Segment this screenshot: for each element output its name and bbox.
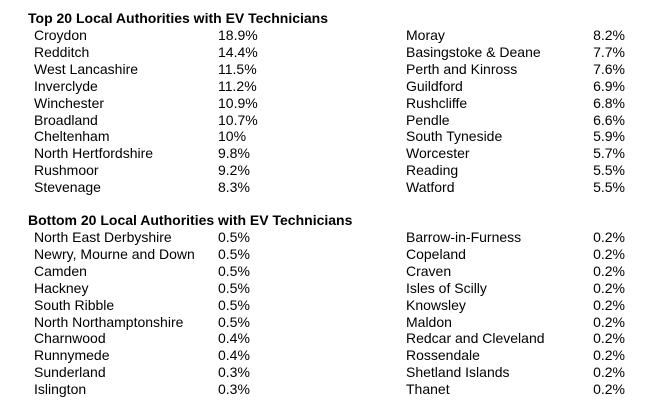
- authority-name: Redditch: [34, 43, 90, 60]
- authority-name: North East Derbyshire: [34, 229, 172, 245]
- authority-value: 11.2%: [218, 77, 257, 94]
- authority-name: Perth and Kinross: [406, 60, 518, 77]
- authority-name: Inverclyde: [34, 77, 98, 94]
- authority-value: 18.9%: [218, 27, 258, 43]
- authority-name: Craven: [406, 262, 452, 279]
- authority-value: 0.3%: [218, 364, 250, 381]
- authority-name: North Hertfordshire: [34, 145, 154, 162]
- authority-name: Basingstoke & Deane: [406, 43, 541, 60]
- authority-value: 11.5%: [218, 60, 257, 77]
- authority-value: 14.4%: [218, 43, 258, 60]
- authority-value: 0.2%: [593, 364, 625, 381]
- authority-value: 0.5%: [218, 279, 250, 296]
- authority-name: Guildford: [406, 77, 463, 94]
- authority-value: 5.7%: [593, 145, 625, 162]
- section-title: Bottom 20 Local Authorities with EV Tech…: [28, 212, 353, 228]
- section-title: Top 20 Local Authorities with EV Technic…: [28, 10, 329, 26]
- authority-name: Copeland: [406, 245, 466, 262]
- authority-name: Isles of Scilly: [406, 279, 487, 296]
- authority-value: 0.5%: [218, 262, 250, 279]
- authority-name: Reading: [406, 162, 459, 179]
- authority-name: Shetland Islands: [406, 364, 510, 381]
- authority-name: Rushcliffe: [406, 94, 468, 111]
- authority-value: 9.8%: [218, 145, 250, 162]
- authority-name: Camden: [34, 262, 87, 279]
- authority-value: 5.5%: [593, 162, 625, 179]
- authority-value: 0.2%: [593, 262, 625, 279]
- authority-value: 0.2%: [593, 330, 625, 347]
- authority-value: 0.3%: [218, 381, 250, 398]
- authority-name: Stevenage: [34, 179, 101, 196]
- authority-name: Winchester: [34, 94, 105, 111]
- authority-name: Knowsley: [406, 296, 466, 313]
- authority-name: South Ribble: [34, 296, 115, 313]
- authority-value: 0.4%: [218, 330, 250, 347]
- authority-name: Cheltenham: [34, 128, 110, 145]
- authority-value: 10%: [218, 128, 247, 145]
- authority-value: 9.2%: [218, 162, 250, 179]
- authority-value: 0.2%: [593, 229, 625, 245]
- authority-name: Moray: [406, 27, 445, 43]
- authority-value: 5.9%: [593, 128, 625, 145]
- authority-value: 7.7%: [593, 43, 625, 60]
- authority-name: Croydon: [34, 27, 87, 43]
- authority-name: Watford: [406, 179, 455, 196]
- authority-name: Rossendale: [406, 347, 480, 364]
- authority-value: 0.5%: [218, 245, 250, 262]
- authority-value: 5.5%: [593, 179, 625, 196]
- authority-name: Charnwood: [34, 330, 106, 347]
- authority-name: North Northamptonshire: [34, 313, 184, 330]
- authority-name: Barrow-in-Furness: [406, 229, 522, 245]
- authority-value: 10.9%: [218, 94, 258, 111]
- authority-value: 0.5%: [218, 313, 250, 330]
- authority-value: 0.2%: [593, 279, 625, 296]
- authority-name: Runnymede: [34, 347, 110, 364]
- authority-name: Sunderland: [34, 364, 106, 381]
- authority-name: Maldon: [406, 313, 452, 330]
- authority-name: Redcar and Cleveland: [406, 330, 545, 347]
- authority-name: South Tyneside: [406, 128, 503, 145]
- authority-value: 6.9%: [593, 77, 625, 94]
- authority-name: Islington: [34, 381, 87, 398]
- authority-value: 6.8%: [593, 94, 625, 111]
- authority-name: Broadland: [34, 111, 98, 128]
- authority-value: 7.6%: [593, 60, 625, 77]
- authority-value: 0.4%: [218, 347, 250, 364]
- authority-name: Hackney: [34, 279, 89, 296]
- authority-value: 0.2%: [593, 381, 625, 398]
- authority-value: 6.6%: [593, 111, 625, 128]
- authority-name: Rushmoor: [34, 162, 99, 179]
- authority-value: 0.2%: [593, 313, 625, 330]
- authority-value: 0.2%: [593, 245, 625, 262]
- authority-value: 0.2%: [593, 296, 625, 313]
- authority-name: Pendle: [406, 111, 450, 128]
- authority-name: Newry, Mourne and Down: [34, 245, 195, 262]
- authority-value: 0.2%: [593, 347, 625, 364]
- authority-value: 0.5%: [218, 296, 250, 313]
- authority-name: Worcester: [406, 145, 470, 162]
- authority-value: 0.5%: [218, 229, 250, 245]
- authority-value: 10.7%: [218, 111, 258, 128]
- authority-name: Thanet: [406, 381, 450, 398]
- authority-name: West Lancashire: [34, 60, 139, 77]
- authority-value: 8.2%: [593, 27, 625, 43]
- authority-value: 8.3%: [218, 179, 250, 196]
